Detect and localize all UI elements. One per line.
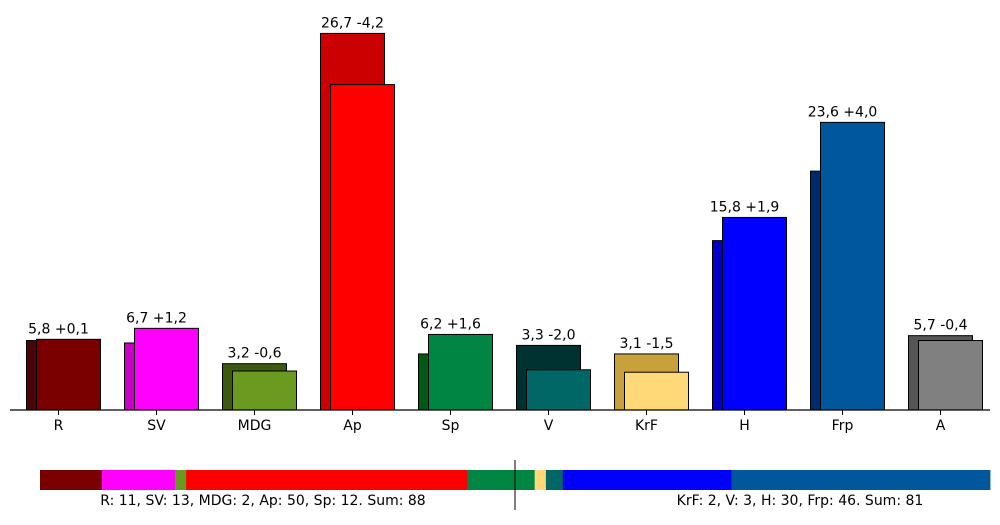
data-label-frp: 23,6 +4,0	[808, 104, 878, 120]
seat-segment-mdg	[174, 470, 187, 490]
tick-label-sp: Sp	[442, 418, 460, 434]
bar-current-r	[36, 338, 101, 411]
seat-segment-h	[562, 470, 732, 490]
x-axis-ticks: R SV MDG Ap Sp V KrF H Frp A	[54, 410, 946, 434]
data-label-sp: 6,2 +1,6	[420, 316, 481, 332]
seat-segment-frp	[731, 470, 991, 490]
tick-label-v: V	[544, 418, 554, 434]
tick-label-krf: KrF	[635, 418, 658, 434]
seat-segment-r	[40, 470, 103, 490]
data-label-r: 5,8 +0,1	[28, 321, 89, 337]
seat-segment-ap	[186, 470, 468, 490]
tick-label-mdg: MDG	[238, 418, 272, 434]
data-label-sv: 6,7 +1,2	[126, 310, 187, 326]
bars-layer: 5,8 +0,1 6,7 +1,2 3,2 -0,6 26,7 -4,2 6,2 +1,…	[26, 15, 983, 411]
bar-current-h	[722, 216, 787, 411]
data-label-a: 5,7 -0,4	[913, 318, 967, 334]
tick-label-sv: SV	[147, 418, 166, 434]
bar-current-sv	[134, 327, 199, 411]
bar-current-krf	[624, 371, 689, 411]
bar-current-sp	[428, 333, 493, 411]
seat-segment-sv	[101, 470, 176, 490]
right-bloc-summary: KrF: 2, V: 3, H: 30, Frp: 46. Sum: 81	[677, 493, 924, 509]
seat-segment-krf	[534, 470, 547, 490]
bar-current-ap	[330, 84, 395, 411]
data-label-ap: 26,7 -4,2	[321, 15, 384, 31]
data-label-h: 15,8 +1,9	[710, 199, 780, 215]
bar-current-frp	[820, 121, 885, 411]
seat-distribution-bar	[40, 470, 991, 490]
tick-label-ap: Ap	[343, 418, 362, 434]
tick-label-frp: Frp	[832, 418, 854, 434]
seat-segment-v	[545, 470, 564, 490]
tick-label-h: H	[739, 418, 750, 434]
seat-segment-sp	[467, 470, 536, 490]
tick-label-a: A	[936, 418, 946, 434]
data-label-mdg: 3,2 -0,6	[227, 346, 281, 362]
data-label-krf: 3,1 -1,5	[619, 336, 673, 352]
bar-current-a	[918, 340, 983, 411]
bar-current-v	[526, 369, 591, 411]
data-label-v: 3,3 -2,0	[521, 327, 575, 343]
tick-label-r: R	[54, 418, 64, 434]
bar-current-mdg	[232, 370, 297, 411]
left-bloc-summary: R: 11, SV: 13, MDG: 2, Ap: 50, Sp: 12. S…	[100, 493, 425, 509]
